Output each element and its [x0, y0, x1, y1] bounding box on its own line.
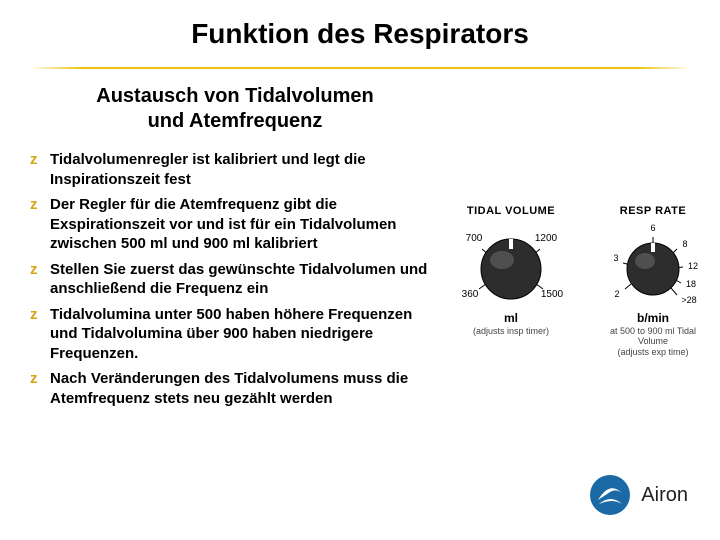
svg-text:8: 8 [682, 239, 687, 249]
svg-text:1200: 1200 [535, 233, 558, 244]
list-item: z Tidalvolumenregler ist kalibriert und … [28, 150, 428, 189]
svg-text:2: 2 [614, 289, 619, 299]
bullet-marker-icon: z [28, 369, 50, 408]
bullet-text: Stellen Sie zuerst das gewünschte Tidalv… [50, 260, 428, 299]
bullet-text: Nach Veränderungen des Tidalvolumens mus… [50, 369, 428, 408]
bullet-marker-icon: z [28, 195, 50, 254]
dial-subtext: (adjusts insp timer) [442, 326, 580, 336]
title-underline [28, 64, 692, 72]
svg-text:18: 18 [686, 279, 696, 289]
svg-text:6: 6 [650, 223, 655, 233]
tidal-volume-dial: TIDAL VOLUME 360 700 1200 1500 ml (adjus… [442, 205, 580, 336]
resp-rate-dial: RESP RATE 2 3 6 8 12 18 >28 [594, 205, 712, 357]
bullet-text: Tidalvolumenregler ist kalibriert und le… [50, 150, 428, 189]
svg-text:1500: 1500 [541, 289, 564, 300]
svg-text:360: 360 [462, 289, 479, 300]
bullet-list: z Tidalvolumenregler ist kalibriert und … [28, 150, 428, 414]
dial-subtext-2: (adjusts exp time) [594, 347, 712, 357]
bullet-text: Tidalvolumina unter 500 haben höhere Fre… [50, 305, 428, 364]
subtitle-line-1: Austausch von Tidalvolumen [80, 84, 390, 109]
list-item: z Stellen Sie zuerst das gewünschte Tida… [28, 260, 428, 299]
airon-logo-icon [589, 474, 631, 516]
svg-text:3: 3 [613, 253, 618, 263]
list-item: z Der Regler für die Atemfrequenz gibt d… [28, 195, 428, 254]
subtitle-line-2: und Atemfrequenz [80, 109, 390, 134]
dial-title: RESP RATE [594, 205, 712, 217]
bullet-marker-icon: z [28, 260, 50, 299]
brand-logo: Airon [589, 474, 688, 516]
dial-unit: b/min [594, 311, 712, 325]
brand-name: Airon [641, 484, 688, 507]
dial-unit: ml [442, 311, 580, 325]
dial-subtext: at 500 to 900 ml Tidal Volume [594, 326, 712, 346]
knob-illustration: TIDAL VOLUME 360 700 1200 1500 ml (adjus… [436, 205, 714, 355]
subtitle: Austausch von Tidalvolumen und Atemfrequ… [80, 84, 390, 134]
svg-text:>28: >28 [681, 295, 696, 305]
svg-text:700: 700 [466, 233, 483, 244]
tidal-volume-knob-icon: 360 700 1200 1500 [452, 219, 570, 309]
resp-rate-knob-icon: 2 3 6 8 12 18 >28 [601, 219, 705, 309]
page-title: Funktion des Respirators [0, 18, 720, 50]
bullet-marker-icon: z [28, 305, 50, 364]
bullet-marker-icon: z [28, 150, 50, 189]
list-item: z Tidalvolumina unter 500 haben höhere F… [28, 305, 428, 364]
list-item: z Nach Veränderungen des Tidalvolumens m… [28, 369, 428, 408]
dial-title: TIDAL VOLUME [442, 205, 580, 217]
bullet-text: Der Regler für die Atemfrequenz gibt die… [50, 195, 428, 254]
svg-text:12: 12 [688, 261, 698, 271]
